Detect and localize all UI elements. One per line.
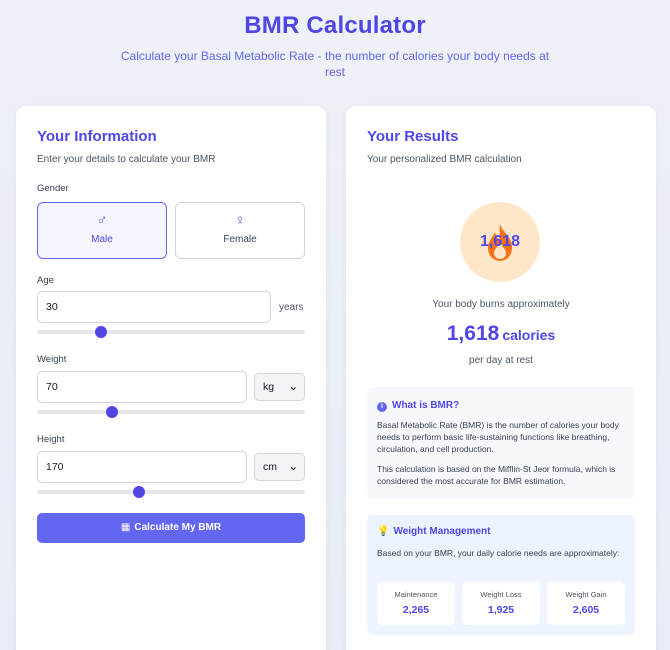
weight-management-box: 💡 Weight Management Based on your BMR, yo… — [367, 515, 635, 635]
age-label: Age — [37, 275, 54, 286]
height-unit-value: cm — [263, 461, 277, 473]
weight-loss-value: 1,925 — [487, 604, 515, 616]
info-card-subtitle: Enter your details to calculate your BMR — [37, 154, 216, 165]
female-symbol-icon: ♀ — [234, 212, 246, 229]
chevron-down-icon: ⌄ — [288, 461, 298, 473]
gender-male-label: Male — [91, 234, 113, 245]
maintenance-label: Maintenance — [394, 590, 438, 599]
info-card-title: Your Information — [37, 128, 157, 145]
your-information-card: Your Information Enter your details to c… — [16, 106, 326, 650]
flame-icon — [488, 224, 512, 261]
weight-gain-label: Weight Gain — [565, 590, 607, 599]
calculate-bmr-button[interactable]: ▦ Calculate My BMR — [37, 513, 305, 543]
what-is-bmr-heading: What is BMR? — [392, 400, 460, 411]
bmr-number: 1,618 — [446, 322, 500, 345]
gender-female-label: Female — [223, 234, 257, 245]
age-slider-thumb[interactable] — [95, 326, 108, 338]
lightbulb-icon: 💡 — [377, 526, 390, 537]
bmr-result-circle: 1,618 — [460, 202, 540, 282]
age-input[interactable]: 30 — [37, 291, 271, 323]
calculator-icon: ▦ — [120, 522, 131, 533]
what-is-bmr-title: i What is BMR? — [377, 400, 459, 412]
page-header: BMR Calculator Calculate your Basal Meta… — [0, 0, 670, 80]
gender-female-button[interactable]: ♀ Female — [175, 202, 305, 259]
height-unit-select[interactable]: cm ⌄ — [254, 453, 305, 481]
chevron-down-icon: ⌄ — [288, 381, 298, 393]
gender-male-button[interactable]: ♂ Male — [37, 202, 167, 259]
gender-label: Gender — [37, 183, 69, 194]
info-icon: i — [377, 402, 387, 412]
per-day-text: per day at rest — [469, 355, 533, 366]
age-unit: years — [279, 302, 304, 313]
weight-unit-value: kg — [263, 381, 275, 393]
height-input[interactable]: 170 — [37, 451, 247, 483]
results-card-title: Your Results — [367, 128, 459, 145]
weight-loss-cell: Weight Loss 1,925 — [462, 582, 540, 625]
results-card-subtitle: Your personalized BMR calculation — [367, 154, 522, 165]
weight-management-heading: Weight Management — [393, 526, 491, 537]
weight-gain-cell: Weight Gain 2,605 — [547, 582, 625, 625]
age-slider[interactable] — [37, 326, 305, 338]
calculate-button-label: Calculate My BMR — [134, 522, 222, 533]
what-is-bmr-box: i What is BMR? Basal Metabolic Rate (BMR)… — [367, 387, 635, 499]
weight-slider[interactable] — [37, 406, 305, 418]
weight-gain-value: 2,605 — [572, 604, 600, 616]
height-slider[interactable] — [37, 486, 305, 498]
bmr-unit: calories — [502, 327, 556, 343]
weight-label: Weight — [37, 354, 67, 365]
weight-management-description: Based on your BMR, your daily calorie ne… — [377, 548, 620, 558]
bmr-calories-value: 1,618 calories — [346, 322, 656, 346]
bmr-circle-value: 1,618 — [479, 233, 521, 250]
your-results-card: Your Results Your personalized BMR calcu… — [346, 106, 656, 650]
weight-unit-select[interactable]: kg ⌄ — [254, 373, 305, 401]
weight-management-title: 💡 Weight Management — [377, 526, 491, 537]
page-subtitle: Calculate your Basal Metabolic Rate - th… — [120, 49, 550, 79]
page-title: BMR Calculator — [244, 12, 426, 39]
male-symbol-icon: ♂ — [96, 212, 108, 229]
weight-input[interactable]: 70 — [37, 371, 247, 403]
burns-text: Your body burns approximately — [432, 299, 570, 310]
maintenance-value: 2,265 — [402, 604, 430, 616]
maintenance-cell: Maintenance 2,265 — [377, 582, 455, 625]
bmr-definition-text: Basal Metabolic Rate (BMR) is the number… — [377, 420, 619, 454]
height-label: Height — [37, 434, 65, 445]
weight-loss-label: Weight Loss — [480, 590, 522, 599]
bmr-formula-text: This calculation is based on the Mifflin… — [377, 464, 616, 486]
height-slider-thumb[interactable] — [132, 486, 145, 498]
weight-slider-thumb[interactable] — [106, 406, 119, 418]
